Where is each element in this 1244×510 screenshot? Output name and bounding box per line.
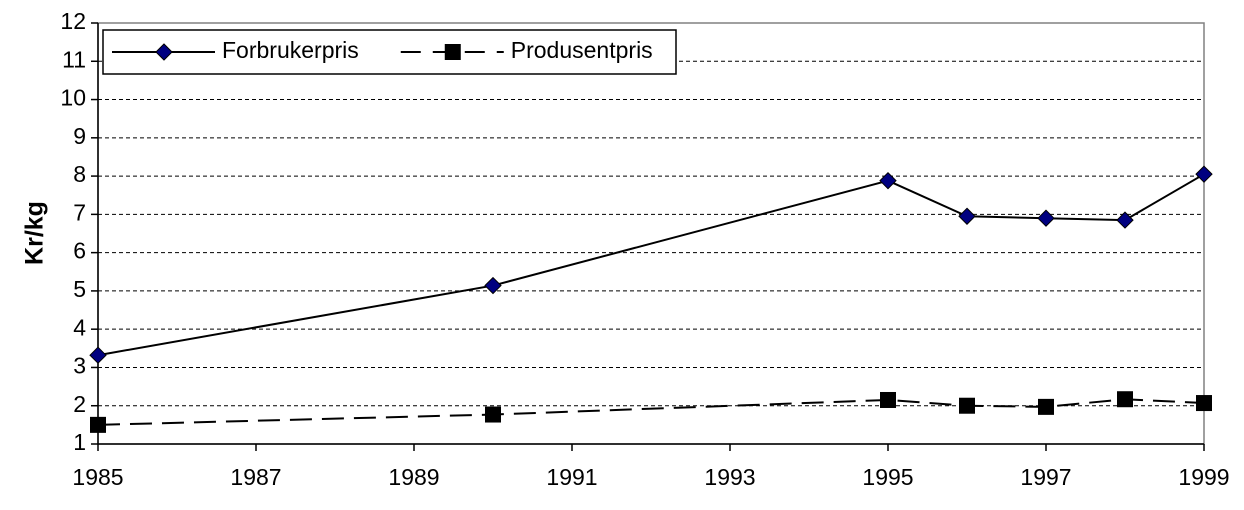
plot-area — [97, 22, 1205, 445]
y-tick-label: 12 — [60, 8, 86, 34]
x-tick-label: 1991 — [546, 464, 597, 490]
y-tick-label: 4 — [73, 314, 86, 340]
series-marker — [959, 397, 975, 414]
series-marker — [89, 346, 107, 364]
y-tick-label: 10 — [60, 85, 86, 111]
series-marker — [90, 416, 106, 433]
series-marker — [1038, 398, 1054, 415]
y-tick-label: 5 — [73, 276, 86, 302]
series-marker — [1037, 209, 1055, 227]
series-marker — [880, 391, 896, 408]
y-tick-label: 11 — [62, 46, 86, 72]
y-tick-label: 1 — [73, 429, 86, 455]
legend-marker — [444, 44, 461, 60]
x-tick-label: 1995 — [862, 464, 913, 490]
series-marker — [1117, 391, 1133, 408]
y-tick-label: 6 — [73, 238, 86, 264]
y-tick-label: 9 — [73, 123, 86, 149]
x-tick-label: 1997 — [1020, 464, 1071, 490]
series-marker — [485, 406, 501, 423]
series-marker — [879, 171, 897, 190]
x-tick-label: 1999 — [1178, 464, 1229, 490]
y-tick-label: 7 — [73, 199, 86, 225]
y-tick-label: 3 — [73, 353, 86, 379]
series-marker — [1116, 211, 1134, 229]
x-tick-label: 1987 — [230, 464, 281, 490]
x-tick-label: 1993 — [704, 464, 755, 490]
series-marker — [1195, 165, 1213, 183]
series-marker — [484, 276, 502, 295]
x-tick-label: 1985 — [72, 464, 123, 490]
series-marker — [958, 207, 976, 225]
series-marker — [1196, 395, 1212, 412]
y-tick-label: 2 — [73, 391, 86, 417]
y-axis-label: Kr/kg — [21, 201, 49, 265]
legend-label: Produsentpris — [511, 37, 653, 63]
x-tick-label: 1989 — [388, 464, 439, 490]
legend-marker — [155, 43, 173, 61]
y-tick-label: 8 — [73, 161, 86, 187]
legend-label: Forbrukerpris — [222, 37, 359, 63]
